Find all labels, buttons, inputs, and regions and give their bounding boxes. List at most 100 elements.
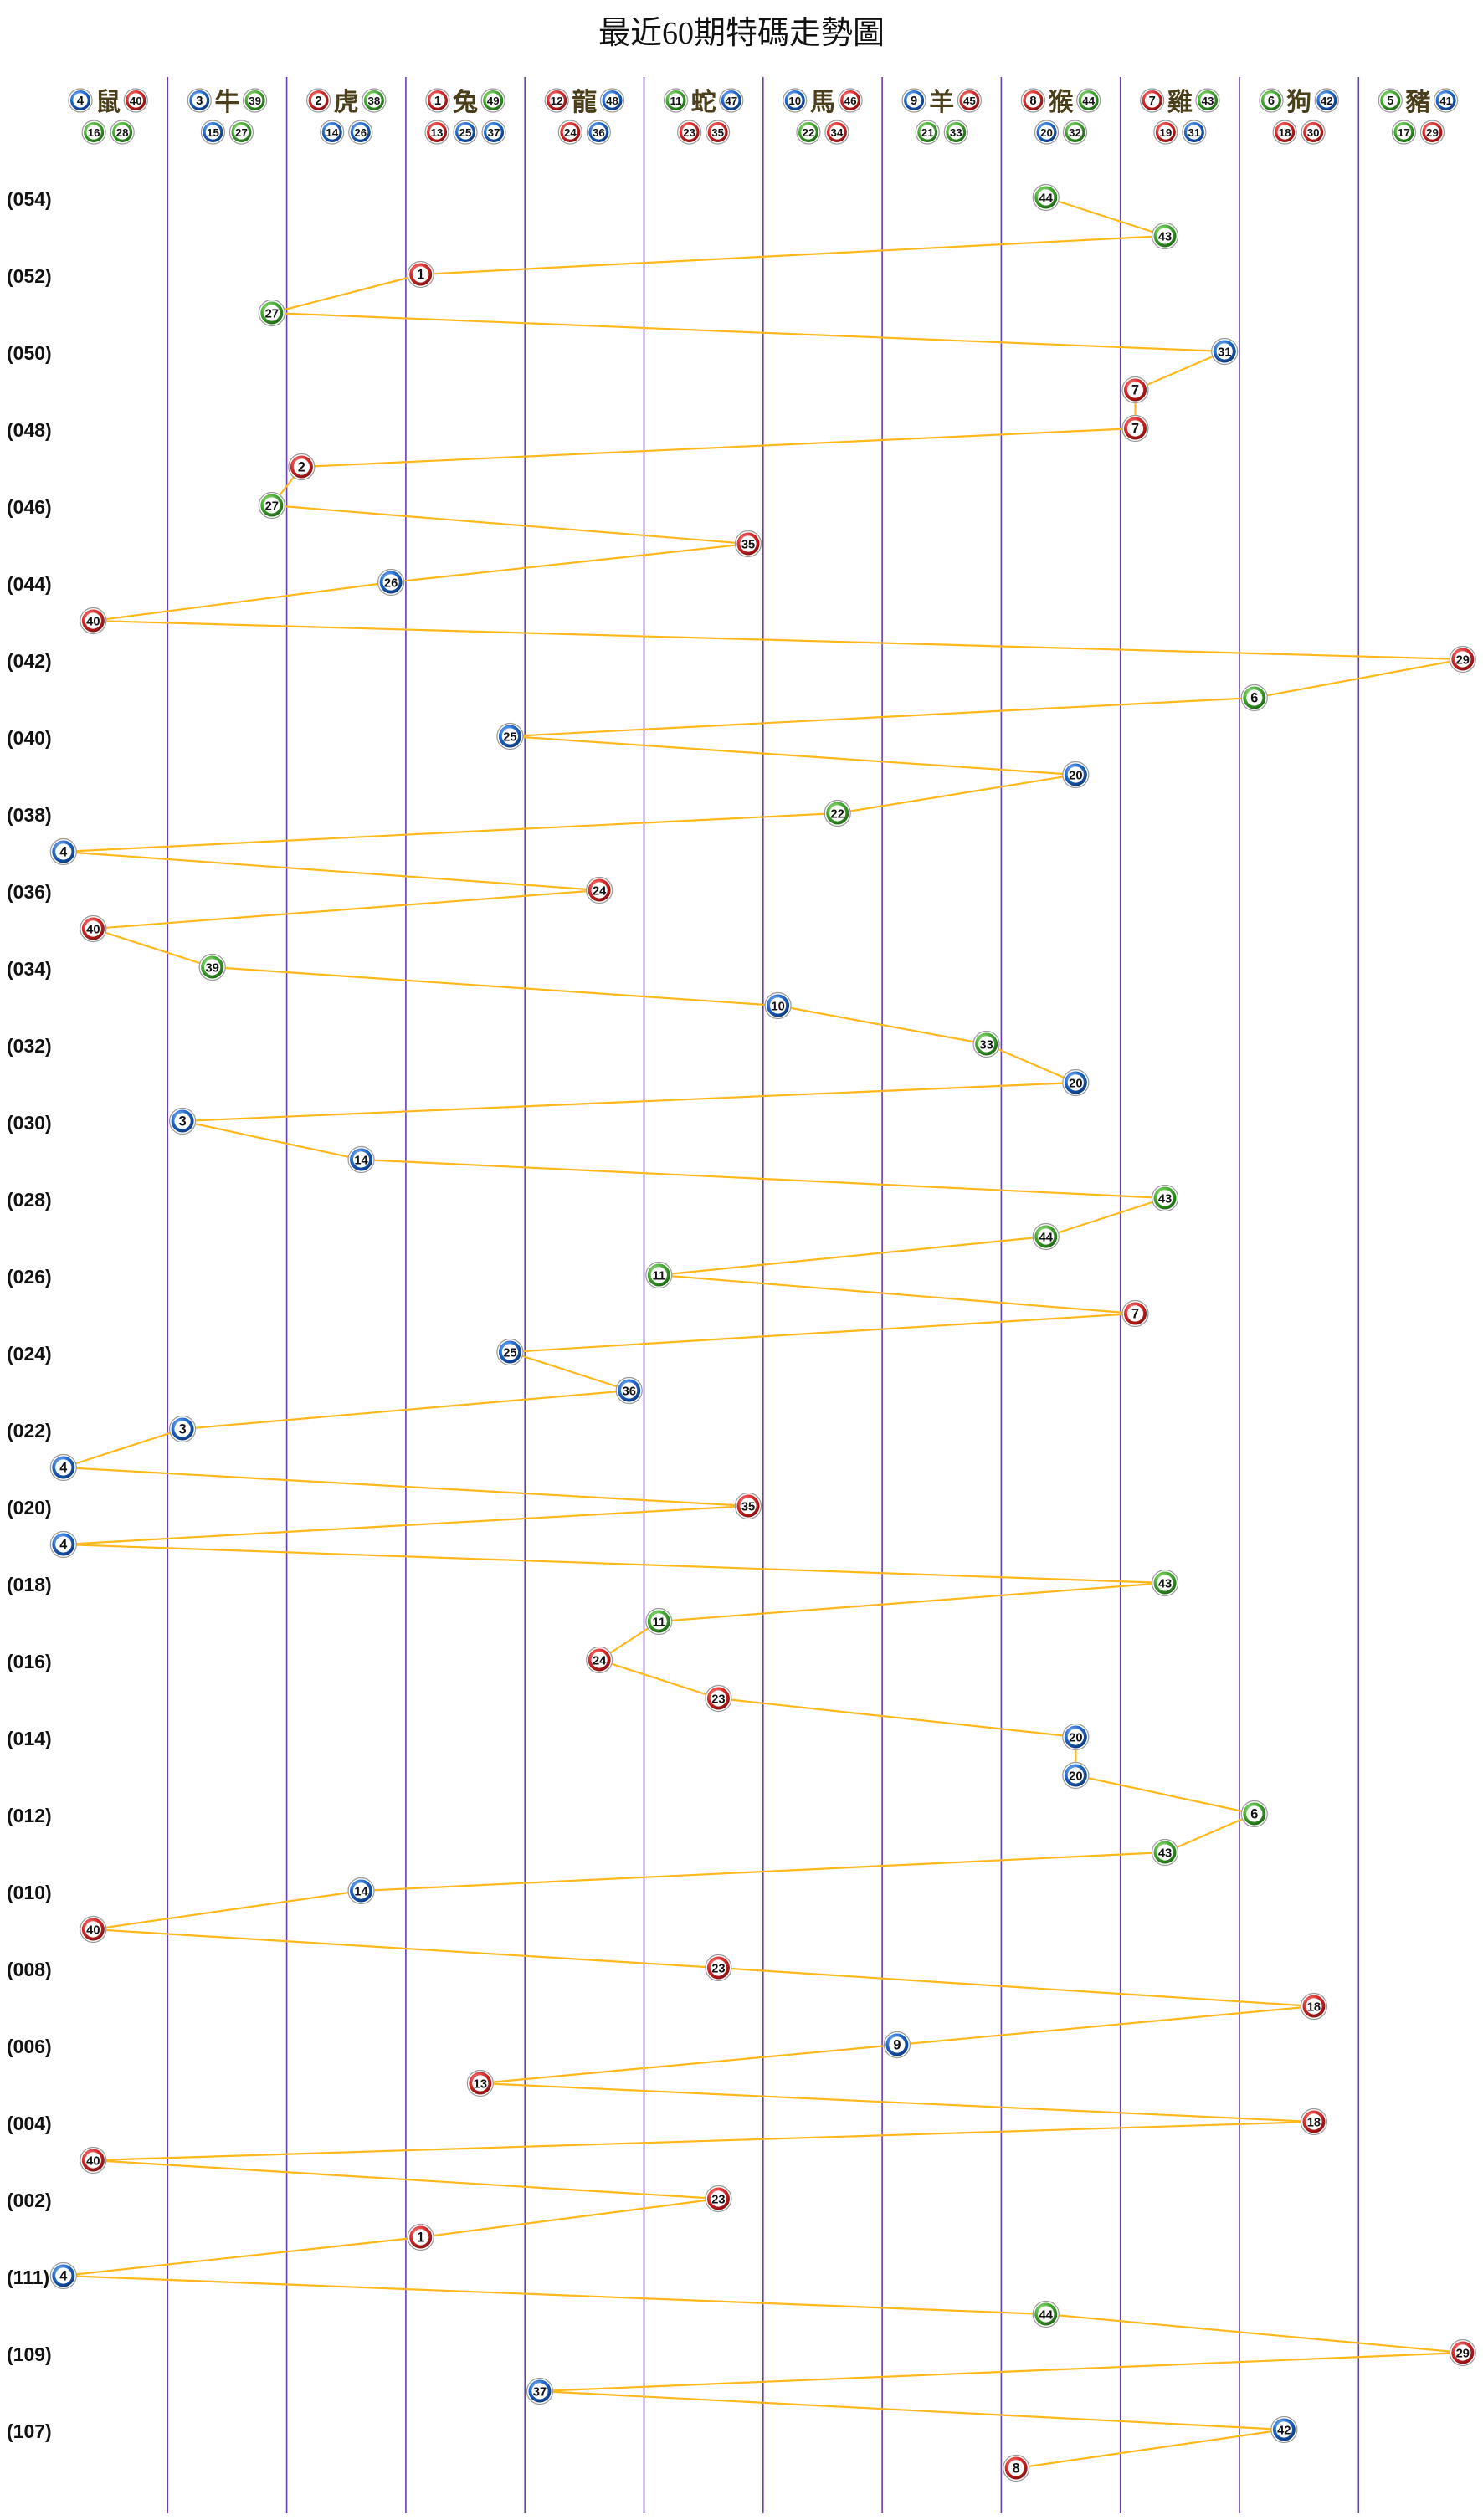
data-point-ball: 4 [49,2261,77,2290]
row-label: (034) [7,958,52,980]
row-label: (022) [7,1420,52,1442]
data-point-ball: 20 [1062,1761,1090,1790]
ball-number: 4 [59,845,67,860]
data-point-ball: 35 [734,1492,762,1520]
row-labels: (054) (052) (050) (048) (046) (044) (042) (040)… [7,188,52,2442]
data-point-ball: 9 [883,2031,911,2059]
ball-number: 20 [1040,126,1053,139]
header-ball: 14 [320,120,345,145]
ball-number: 26 [384,577,398,591]
ball-number: 34 [831,126,844,139]
header-ball: 25 [453,120,478,145]
header-ball: 2 [306,88,331,113]
data-point-ball: 7 [1121,414,1149,443]
data-point-ball: 6 [1240,1800,1268,1828]
data-point-ball: 36 [615,1376,643,1405]
data-point-ball: 1 [407,2223,434,2251]
ball-number: 42 [1321,95,1333,107]
data-point-ball: 35 [734,530,762,558]
data-point-ball: 33 [972,1030,1000,1058]
zodiac-label: 蛇 [691,88,716,116]
data-point-ball: 7 [1121,376,1149,404]
header-ball: 11 [663,88,689,113]
header-ball: 38 [362,88,387,113]
data-point-ball: 1 [407,260,434,289]
header-ball: 31 [1182,120,1207,145]
ball-number: 24 [593,1655,607,1668]
ball-number: 43 [1158,231,1172,244]
data-point-ball: 18 [1300,1992,1328,2021]
header-ball: 17 [1391,120,1417,145]
data-point-ball: 4 [49,1453,77,1482]
ball-number: 9 [911,95,917,108]
data-point-ball: 31 [1211,337,1239,366]
header-ball: 42 [1314,88,1339,113]
row-label: (012) [7,1805,52,1826]
ball-number: 6 [1250,1807,1258,1822]
zodiac-label: 鼠 [95,89,121,116]
data-point-ball: 24 [586,876,613,904]
row-label: (052) [7,265,52,287]
header-ball: 13 [424,120,449,145]
zodiac-label: 雞 [1167,89,1193,116]
header-ball: 35 [706,120,731,145]
data-point-ball: 37 [526,2377,554,2405]
ball-number: 44 [1039,192,1054,206]
data-point-ball: 44 [1032,2300,1060,2328]
header-ball: 23 [677,120,702,145]
data-point-ball: 2 [288,453,316,481]
header-ball: 7 [1140,88,1165,113]
ball-number: 19 [1159,126,1172,139]
data-point-ball: 43 [1151,1569,1179,1597]
zodiac-label: 兔 [453,89,478,116]
ball-number: 20 [1069,1732,1082,1745]
ball-number: 24 [564,126,577,139]
data-point-ball: 43 [1151,1838,1179,1867]
row-label: (044) [7,573,52,595]
header-ball: 12 [544,88,569,113]
data-point-ball: 11 [645,1607,673,1636]
ball-number: 16 [88,126,100,139]
row-label: (002) [7,2190,52,2211]
header-ball: 43 [1195,88,1220,113]
ball-number: 4 [59,1538,67,1553]
row-label: (054) [7,188,52,210]
data-points: 4443127317722735264029625202242440391033… [49,183,1476,2482]
data-point-ball: 13 [466,2069,494,2097]
ball-number: 27 [265,308,279,321]
ball-number: 47 [725,95,737,107]
ball-number: 18 [1307,2001,1321,2015]
header-ball: 28 [110,120,135,145]
row-label: (018) [7,1574,52,1595]
ball-number: 43 [1202,95,1214,107]
ball-number: 20 [1069,1078,1082,1091]
data-point-ball: 26 [377,568,405,597]
ball-number: 7 [1131,422,1139,437]
ball-number: 15 [207,126,219,139]
header-ball: 8 [1020,88,1046,113]
ball-number: 22 [803,126,815,139]
header-ball: 6 [1259,88,1284,113]
data-point-ball: 29 [1449,2338,1476,2367]
header-ball: 19 [1153,120,1178,145]
ball-number: 43 [1158,1847,1172,1861]
row-label: (004) [7,2113,52,2134]
ball-number: 23 [711,2194,725,2207]
ball-number: 44 [1082,95,1095,107]
data-point-ball: 4 [49,1530,77,1559]
header-ball: 1 [425,88,450,113]
ball-number: 14 [354,1155,368,1168]
zodiac-label: 羊 [929,88,954,116]
data-point-ball: 40 [80,914,107,943]
header-ball: 30 [1301,120,1326,145]
trend-line [62,196,1464,2470]
ball-number: 8 [1029,95,1036,108]
row-label: (032) [7,1035,52,1057]
zodiac-label: 牛 [214,89,239,116]
ball-number: 3 [179,1114,187,1129]
data-point-ball: 40 [80,2146,107,2174]
header-ball: 10 [783,88,808,113]
header-ball: 41 [1433,88,1459,113]
data-point-ball: 25 [496,1338,524,1366]
ball-number: 3 [179,1422,187,1437]
